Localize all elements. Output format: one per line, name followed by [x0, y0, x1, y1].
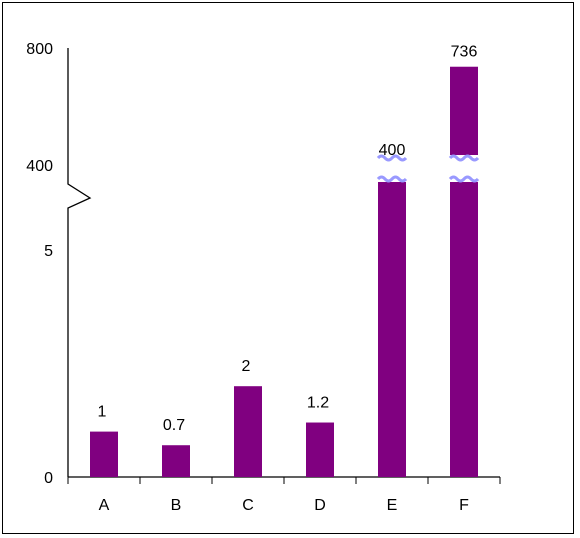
data-label: 736	[451, 44, 478, 61]
axes	[67, 48, 501, 484]
labels: 0 5 400 800 1 A 0.7 B 2 C 1.2 D 400 E 736 F	[26, 41, 477, 514]
y-tick-label: 0	[44, 470, 53, 487]
bar	[378, 182, 406, 477]
bar-break-mark	[448, 175, 480, 183]
bar-break-mark	[376, 154, 408, 162]
data-label: 1	[98, 404, 107, 421]
bar	[90, 431, 118, 477]
bar	[450, 66, 478, 155]
y-tick-label: 400	[26, 158, 53, 175]
x-tick-label: E	[387, 497, 398, 514]
x-tick-label: F	[459, 497, 469, 514]
x-tick-label: B	[171, 497, 182, 514]
y-tick-label: 5	[44, 243, 53, 260]
bar	[306, 422, 334, 477]
x-tick-label: C	[242, 497, 254, 514]
x-tick-label: D	[314, 497, 326, 514]
bar	[450, 182, 478, 477]
bar-break-mark	[448, 154, 480, 162]
bars	[90, 66, 480, 477]
data-label: 2	[242, 358, 251, 375]
data-label: 400	[379, 142, 406, 159]
bar	[162, 445, 190, 477]
bar-break-mark	[376, 175, 408, 183]
x-tick-label: A	[99, 497, 110, 514]
bar	[234, 386, 262, 477]
data-label: 0.7	[163, 417, 185, 434]
data-label: 1.2	[307, 395, 329, 412]
y-tick-label: 800	[26, 41, 53, 58]
y-axis-line	[67, 48, 92, 477]
